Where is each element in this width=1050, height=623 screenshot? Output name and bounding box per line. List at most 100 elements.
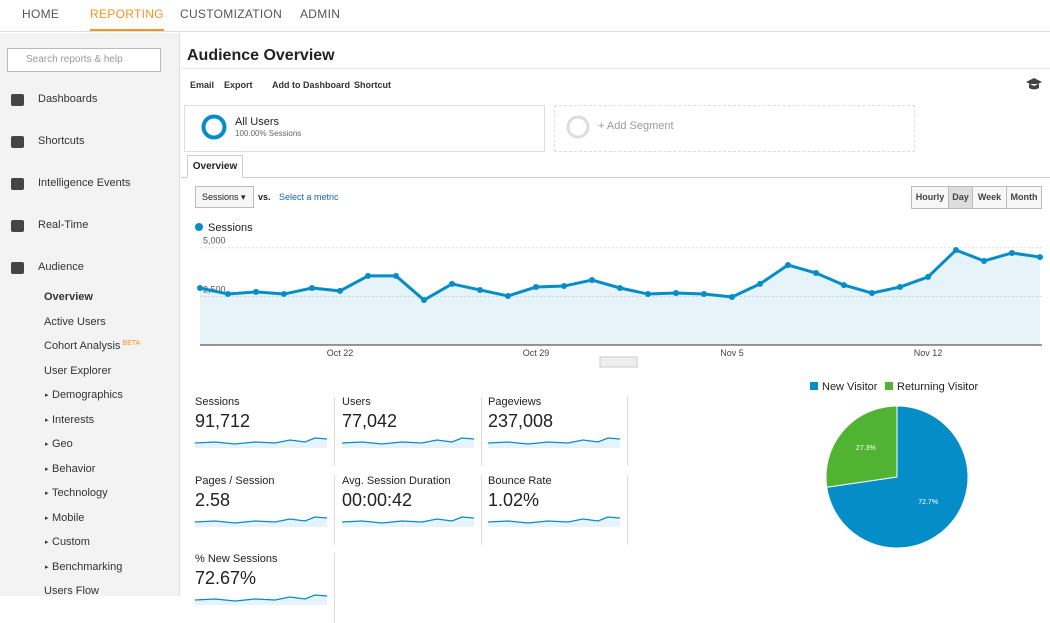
expand-arrow: ▸ [45, 563, 49, 571]
sparkline [194, 516, 328, 527]
sidebar-section[interactable]: Shortcuts [38, 135, 85, 147]
audience-item[interactable]: Benchmarking [52, 560, 123, 573]
sidebar-section[interactable]: Real-Time [38, 219, 89, 231]
nav-tab[interactable]: ADMIN [300, 7, 341, 21]
y-tick-label: 5,000 [203, 236, 226, 246]
nav-tab[interactable]: REPORTING [90, 0, 164, 31]
beta-badge: BETA [122, 340, 141, 347]
expand-arrow: ▸ [45, 465, 49, 473]
audience-item[interactable]: Active Users [44, 315, 106, 328]
sparkline [341, 437, 475, 448]
point [673, 290, 679, 297]
expand-arrow: ▸ [45, 514, 49, 522]
pie-legend-entry: New Visitor [810, 381, 877, 393]
granularity-button[interactable]: Day [948, 186, 973, 209]
add-segment[interactable]: + Add Segment [598, 120, 674, 132]
x-tick-label: Oct 29 [523, 348, 550, 358]
top-nav: HOME REPORTING CUSTOMIZATION ADMIN [0, 0, 1050, 32]
point [225, 291, 231, 298]
expand-arrow: ▸ [45, 441, 49, 448]
audience-item[interactable]: Custom [52, 536, 90, 548]
toolbar-item[interactable]: Add to Dashboard [272, 80, 350, 90]
section-icon [11, 220, 24, 232]
nav-tab[interactable]: CUSTOMIZATION [180, 7, 283, 21]
search-box[interactable]: Search reports & help [7, 48, 161, 72]
metric-name: % New Sessions [195, 553, 278, 565]
segment-detail: 100.00% Sessions [235, 129, 302, 138]
segment-card[interactable] [184, 105, 545, 152]
collapse-handle [599, 356, 638, 368]
metric-cell: Pageviews 237,008 [487, 396, 628, 466]
point [869, 290, 875, 297]
expand-arrow: ▸ [45, 416, 49, 424]
segment-icon [201, 114, 227, 140]
point [477, 286, 483, 293]
metric-name: Users [342, 396, 371, 408]
toolbar-item[interactable]: Shortcut [354, 80, 391, 90]
granularity-button[interactable]: Month [1006, 186, 1042, 209]
point [813, 270, 819, 277]
audience-item[interactable]: Technology [52, 487, 108, 499]
point [701, 291, 707, 298]
metric-value: 00:00:42 [342, 490, 413, 510]
metric-value: 1.02% [488, 490, 540, 510]
pie-slice [825, 405, 898, 488]
expand-arrow: ▸ [45, 490, 49, 497]
metric-cell: Users 77,042 [341, 396, 482, 466]
point [561, 283, 567, 290]
pie-legend-entry: Returning Visitor [885, 381, 978, 393]
metric-cell: Bounce Rate 1.02% [487, 475, 628, 545]
point [365, 272, 371, 279]
audience-item[interactable]: Demographics [52, 389, 123, 401]
toolbar-item[interactable]: Email [190, 80, 215, 90]
metric-name: Avg. Session Duration [342, 475, 451, 487]
divider [181, 68, 1050, 69]
point [757, 280, 763, 287]
slice-label: 72.7% [918, 499, 938, 506]
legend-swatch [195, 223, 203, 231]
point [281, 291, 287, 298]
point [1037, 254, 1043, 261]
tab-line [181, 177, 1050, 178]
audience-item[interactable]: Overview [44, 291, 93, 303]
granularity-button[interactable]: Week [972, 186, 1007, 209]
audience-item[interactable]: Behavior [52, 462, 96, 475]
nav-tab[interactable]: HOME [22, 7, 60, 21]
select-metric-link[interactable]: Select a metric [279, 192, 339, 202]
point [729, 293, 735, 300]
legend-label: Returning Visitor [897, 381, 979, 393]
metric-select[interactable]: Sessions ▾ [195, 186, 254, 208]
sparkline [487, 516, 621, 527]
add-segment-card[interactable] [554, 105, 915, 152]
point [785, 262, 791, 269]
point [253, 288, 259, 295]
metric-value: 237,008 [488, 411, 554, 431]
overview-tab[interactable]: Overview [187, 155, 243, 178]
sidebar-section[interactable]: Audience [38, 261, 84, 273]
sidebar-section[interactable]: Intelligence Events [38, 177, 131, 189]
granularity-button[interactable]: Hourly [911, 186, 949, 209]
toolbar-item[interactable]: Export [224, 80, 253, 90]
audience-item[interactable]: Mobile [52, 511, 85, 524]
section-icon [11, 136, 24, 148]
point [309, 284, 315, 291]
legend-label: New Visitor [822, 381, 878, 393]
audience-item[interactable]: User Explorer [44, 364, 112, 377]
metric-value: 77,042 [342, 411, 398, 431]
point [953, 247, 959, 254]
learn-icon[interactable] [1025, 77, 1043, 91]
metric-cell: % New Sessions 72.67% [194, 553, 335, 623]
audience-item[interactable]: Cohort Analysis BETA [44, 340, 141, 352]
sidebar-section[interactable]: Dashboards [38, 93, 98, 105]
audience-item[interactable]: Geo [52, 438, 73, 450]
metric-value: 72.67% [195, 568, 257, 588]
legend-swatch [885, 382, 893, 390]
point [1009, 249, 1015, 256]
metric-name: Sessions [202, 192, 239, 202]
segment-name: All Users [235, 116, 280, 128]
audience-item[interactable]: Interests [52, 413, 95, 426]
expand-arrow: ▸ [45, 539, 49, 546]
metric-cell: Avg. Session Duration 00:00:42 [341, 475, 482, 545]
audience-item[interactable]: Users Flow [44, 585, 100, 597]
